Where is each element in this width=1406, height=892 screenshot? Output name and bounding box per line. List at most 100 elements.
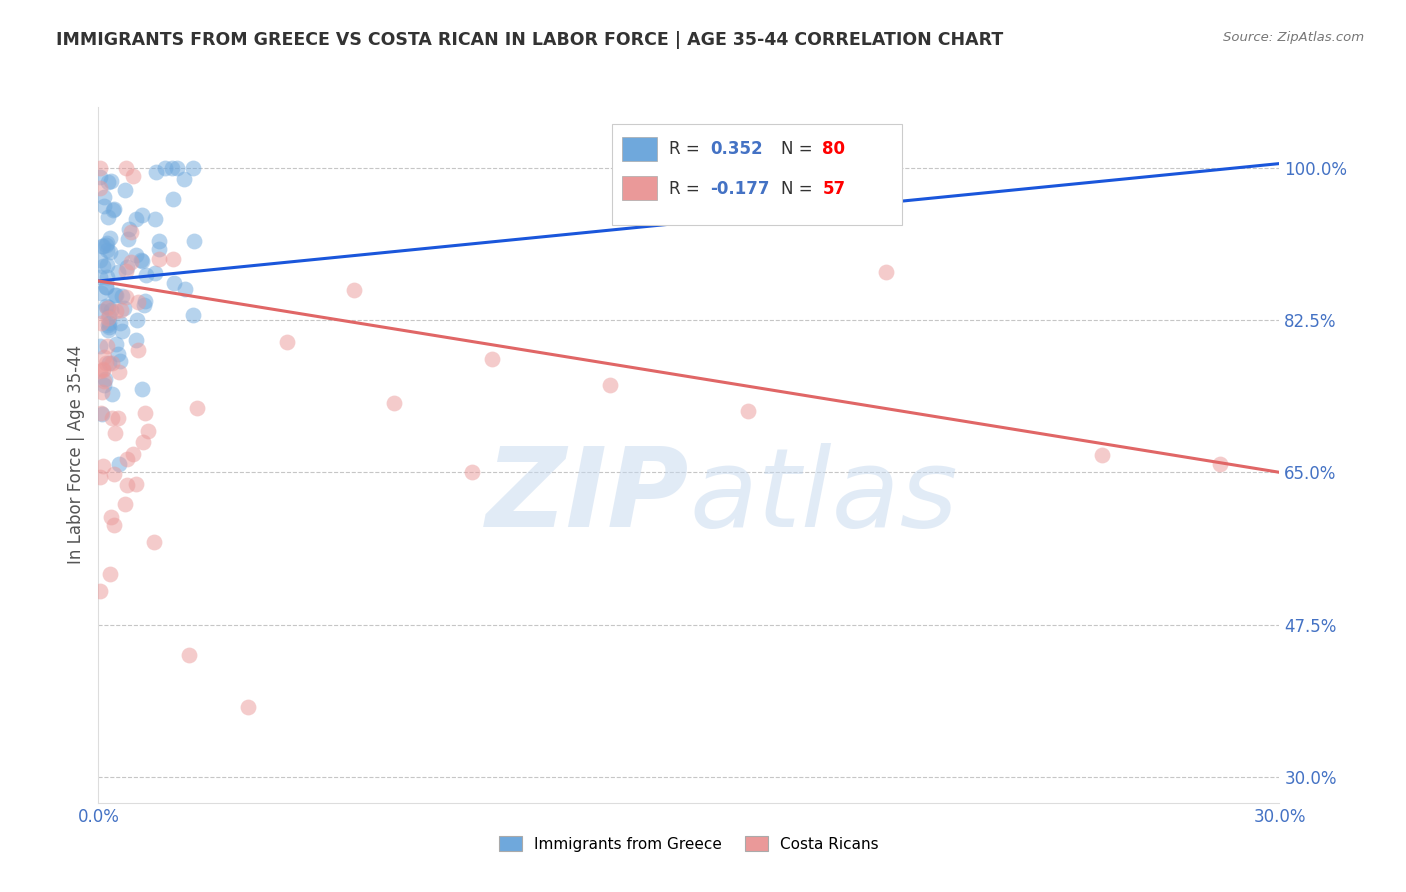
Point: [148, 252, 170, 266]
Point: [174, 282, 197, 296]
Point: [599, 378, 621, 392]
Point: [183, 235, 205, 249]
Point: [136, 424, 159, 438]
Point: [104, 426, 127, 441]
Point: [382, 396, 405, 410]
Point: [186, 401, 208, 416]
Point: [111, 324, 134, 338]
Point: [94, 372, 117, 386]
Point: [115, 452, 138, 467]
Point: [107, 410, 129, 425]
Point: [96, 301, 118, 315]
Point: [93, 374, 115, 388]
Point: [89, 583, 111, 598]
Point: [125, 476, 148, 491]
Text: 0.352: 0.352: [710, 140, 763, 158]
Point: [125, 312, 148, 326]
Point: [97, 310, 120, 325]
Point: [181, 161, 204, 175]
Point: [115, 264, 138, 278]
Point: [90, 406, 112, 420]
Point: [89, 339, 111, 353]
Point: [97, 210, 120, 224]
Point: [166, 161, 188, 175]
Point: [110, 302, 132, 317]
Y-axis label: In Labor Force | Age 35-44: In Labor Force | Age 35-44: [66, 345, 84, 565]
Point: [111, 289, 134, 303]
Point: [108, 354, 131, 368]
Point: [114, 497, 136, 511]
Legend: Immigrants from Greece, Costa Ricans: Immigrants from Greece, Costa Ricans: [494, 830, 884, 858]
Text: 80: 80: [823, 140, 845, 158]
Point: [875, 265, 897, 279]
Point: [1091, 448, 1114, 462]
Text: N =: N =: [782, 180, 813, 198]
Point: [737, 404, 759, 418]
Point: [148, 234, 170, 248]
Point: [107, 347, 129, 361]
Point: [104, 288, 127, 302]
Text: atlas: atlas: [689, 443, 957, 550]
Point: [103, 467, 125, 481]
Point: [461, 465, 484, 479]
Point: [114, 183, 136, 197]
Point: [93, 190, 115, 204]
Point: [94, 355, 117, 369]
Point: [143, 267, 166, 281]
Point: [96, 236, 118, 251]
Point: [100, 510, 122, 524]
Point: [93, 459, 115, 474]
Point: [343, 283, 366, 297]
Point: [96, 339, 118, 353]
Point: [103, 517, 125, 532]
Point: [101, 203, 124, 218]
Point: [107, 265, 129, 279]
Point: [108, 365, 131, 379]
Point: [101, 356, 124, 370]
Point: [135, 268, 157, 282]
Point: [134, 293, 156, 308]
Point: [93, 350, 115, 364]
Point: [131, 208, 153, 222]
Point: [481, 352, 503, 367]
Text: 57: 57: [823, 180, 845, 198]
Point: [96, 318, 118, 332]
Point: [183, 308, 205, 322]
Point: [89, 180, 111, 194]
Point: [94, 279, 117, 293]
Point: [98, 566, 121, 581]
Point: [120, 254, 142, 268]
Point: [276, 334, 298, 349]
Point: [97, 323, 120, 337]
Point: [90, 285, 112, 300]
Point: [104, 288, 127, 302]
Point: [97, 300, 120, 314]
Point: [131, 382, 153, 396]
Point: [125, 333, 148, 347]
Text: R =: R =: [669, 140, 700, 158]
Point: [117, 232, 139, 246]
Point: [127, 343, 149, 358]
Point: [125, 212, 148, 227]
Point: [98, 317, 121, 331]
Point: [120, 225, 142, 239]
Point: [129, 253, 152, 268]
Point: [100, 174, 122, 188]
Point: [93, 378, 115, 392]
Point: [94, 280, 117, 294]
Point: [96, 269, 118, 284]
Text: N =: N =: [782, 140, 813, 158]
Text: IMMIGRANTS FROM GREECE VS COSTA RICAN IN LABOR FORCE | AGE 35-44 CORRELATION CHA: IMMIGRANTS FROM GREECE VS COSTA RICAN IN…: [56, 31, 1004, 49]
Point: [127, 294, 149, 309]
Point: [94, 299, 117, 313]
Text: ZIP: ZIP: [485, 443, 689, 550]
Point: [98, 244, 121, 259]
Point: [131, 254, 153, 268]
Text: Source: ZipAtlas.com: Source: ZipAtlas.com: [1223, 31, 1364, 45]
Point: [173, 171, 195, 186]
Text: R =: R =: [669, 180, 700, 198]
Point: [100, 303, 122, 318]
Point: [142, 535, 165, 549]
Point: [160, 161, 183, 175]
Point: [91, 239, 114, 253]
